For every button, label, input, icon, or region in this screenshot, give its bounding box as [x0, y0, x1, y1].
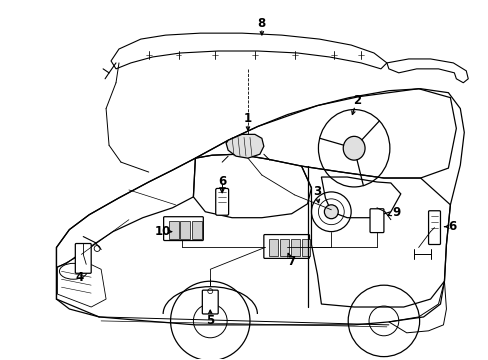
- Bar: [279, 239, 288, 256]
- Text: 9: 9: [392, 206, 400, 219]
- Bar: [180, 221, 190, 239]
- FancyBboxPatch shape: [369, 209, 383, 233]
- FancyBboxPatch shape: [163, 217, 203, 240]
- Text: 4: 4: [75, 271, 83, 284]
- Text: 2: 2: [352, 94, 361, 107]
- Text: 6: 6: [218, 175, 226, 189]
- Circle shape: [324, 205, 338, 219]
- Text: 10: 10: [154, 225, 170, 238]
- FancyBboxPatch shape: [202, 290, 218, 314]
- Ellipse shape: [343, 136, 365, 160]
- Text: 3: 3: [313, 185, 321, 198]
- Bar: [168, 221, 178, 239]
- Bar: [301, 239, 310, 256]
- Bar: [290, 239, 299, 256]
- FancyBboxPatch shape: [75, 243, 91, 273]
- Text: 8: 8: [257, 17, 265, 30]
- Text: 5: 5: [206, 314, 214, 327]
- Text: 7: 7: [287, 255, 295, 268]
- Text: 1: 1: [244, 112, 251, 125]
- FancyBboxPatch shape: [264, 235, 309, 258]
- Text: 6: 6: [447, 220, 456, 233]
- Polygon shape: [225, 134, 264, 158]
- FancyBboxPatch shape: [427, 211, 440, 244]
- Bar: [268, 239, 277, 256]
- Bar: [192, 221, 202, 239]
- FancyBboxPatch shape: [215, 188, 228, 215]
